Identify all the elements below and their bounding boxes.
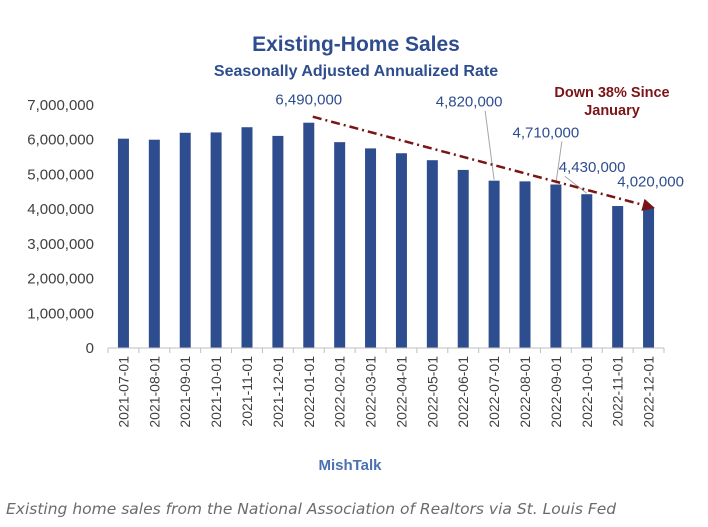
bar	[334, 142, 346, 348]
y-tick-label: 2,000,000	[27, 271, 94, 288]
bar	[612, 206, 624, 348]
y-tick-label: 7,000,000	[27, 97, 94, 114]
x-tick-label: 2022-09-01	[548, 356, 564, 428]
y-tick-label: 1,000,000	[27, 305, 94, 322]
data-label: 4,020,000	[617, 173, 684, 190]
bar	[210, 132, 222, 348]
bar	[179, 132, 191, 348]
data-label: 4,430,000	[559, 159, 626, 176]
bar	[550, 184, 562, 348]
x-tick-label: 2021-12-01	[270, 356, 286, 428]
annotation-text: January	[584, 103, 640, 119]
x-tick-label: 2022-10-01	[579, 356, 595, 428]
x-tick-label: 2022-06-01	[455, 356, 471, 428]
x-tick-label: 2022-07-01	[486, 356, 502, 428]
x-tick-label: 2022-11-01	[610, 356, 626, 427]
chart-title: Existing-Home Sales	[252, 33, 460, 56]
x-tick-label: 2022-05-01	[424, 356, 440, 428]
y-tick-label: 0	[86, 340, 94, 357]
bar	[426, 160, 438, 348]
label-leader-lines	[484, 110, 588, 194]
y-tick-label: 5,000,000	[27, 166, 94, 183]
y-axis: 0 1,000,000 2,000,000 3,000,000 4,000,000 5,0…	[27, 97, 94, 357]
x-tick-label: 2021-10-01	[208, 356, 224, 428]
x-axis-label: MishTalk	[318, 457, 382, 474]
y-tick-label: 6,000,000	[27, 132, 94, 149]
x-tick-label: 2022-03-01	[363, 356, 379, 428]
chart-subtitle: Seasonally Adjusted Annualized Rate	[214, 63, 498, 80]
bar	[643, 208, 655, 348]
trend-arrow	[312, 115, 655, 211]
x-tick-label: 2021-09-01	[177, 356, 193, 428]
data-label: 4,710,000	[513, 124, 580, 141]
bar-chart: Existing-Home Sales Seasonally Adjusted …	[27, 33, 684, 474]
bar	[519, 181, 531, 348]
data-label: 4,820,000	[436, 94, 503, 111]
x-tick-label: 2021-07-01	[115, 356, 131, 428]
x-tick-label: 2022-04-01	[393, 356, 409, 428]
bar	[365, 148, 377, 348]
bar	[581, 194, 593, 348]
data-label-leader	[564, 175, 588, 194]
caption: Existing home sales from the National As…	[6, 500, 617, 518]
trend-arrow-line	[312, 115, 655, 211]
bar	[272, 135, 284, 348]
annotation: Down 38% Since January	[554, 85, 669, 119]
annotation-text: Down 38% Since	[554, 85, 669, 101]
chart-frame: Existing-Home Sales Seasonally Adjusted …	[6, 33, 684, 518]
bar	[303, 122, 315, 348]
x-tick-label: 2021-11-01	[239, 356, 255, 427]
bar	[395, 153, 407, 348]
bar-series	[117, 122, 655, 349]
bar	[457, 169, 469, 348]
bar	[488, 180, 500, 348]
data-label-leader	[484, 110, 495, 180]
x-tick-label: 2022-08-01	[517, 356, 533, 428]
x-tick-label: 2022-02-01	[332, 356, 348, 428]
bar	[148, 139, 160, 348]
bar	[117, 138, 129, 348]
x-tick-label: 2022-12-01	[641, 356, 657, 428]
data-label-leader	[555, 141, 563, 184]
x-axis: 2021-07-01 2021-08-01 2021-09-01 2021-10-01…	[107, 347, 665, 428]
x-tick-label: 2021-08-01	[146, 356, 162, 428]
bar	[241, 127, 253, 349]
y-tick-label: 4,000,000	[27, 201, 94, 218]
data-label: 6,490,000	[275, 92, 342, 109]
y-tick-label: 3,000,000	[27, 236, 94, 253]
data-labels: 6,490,000 4,820,000 4,710,000 4,430,0004,02…	[275, 92, 684, 191]
x-tick-label: 2022-01-01	[301, 356, 317, 428]
